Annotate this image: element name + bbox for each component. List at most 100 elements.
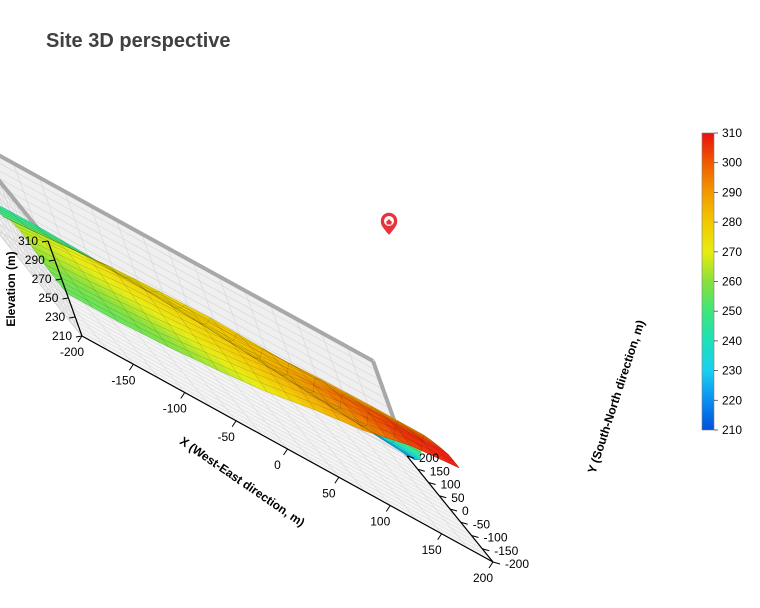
- grid-line: [44, 289, 456, 516]
- z-tick: [55, 278, 62, 281]
- y-tick-label: -50: [473, 517, 491, 531]
- y-tick: [482, 548, 490, 552]
- surface-grid-line: [299, 378, 364, 431]
- y-tick: [439, 495, 447, 499]
- colorbar-tick-label: 260: [722, 275, 742, 289]
- surface-grid-line: [139, 286, 219, 371]
- x-tick-label: 200: [473, 571, 493, 585]
- surface-grid-line: [26, 238, 428, 438]
- x-tick-label: 0: [274, 458, 281, 472]
- grid-line: [0, 186, 387, 400]
- surface-grid-line: [10, 220, 422, 447]
- surface-grid-line: [55, 278, 449, 455]
- x-tick-label: -200: [60, 345, 84, 359]
- grid-line: [38, 282, 451, 510]
- surface-grid-line: [61, 285, 455, 462]
- z-tick: [41, 240, 49, 243]
- grid-line: [33, 276, 445, 503]
- colorbar-tick-label: 310: [722, 126, 742, 140]
- y-tick-label: 0: [462, 504, 469, 518]
- x-tick-label: -100: [163, 402, 187, 416]
- y-tick: [471, 535, 479, 538]
- x-tick: [128, 363, 134, 371]
- surface-grid-line: [272, 363, 340, 421]
- grid-line: [49, 295, 461, 523]
- surface-grid-line: [0, 212, 67, 294]
- grid-line: [0, 178, 384, 390]
- surface-grid-line: [219, 332, 292, 402]
- y-tick: [492, 561, 501, 565]
- surface-grid-line: [66, 293, 460, 469]
- y-tick-label: -200: [505, 557, 529, 571]
- surface-grid-line: [6, 218, 422, 454]
- y-tick: [428, 482, 436, 485]
- surface-grid-line: [9, 211, 93, 308]
- grid-line: [54, 302, 467, 530]
- z-tick: [75, 335, 83, 338]
- z-axis-label: Elevation (m): [4, 251, 18, 326]
- surface-grid-line: [87, 254, 169, 348]
- z-tick-label: 230: [45, 310, 65, 324]
- surface-grid-line: [192, 317, 268, 393]
- x-tick: [488, 561, 494, 569]
- grid-line: [0, 193, 391, 409]
- x-tick-label: 150: [422, 543, 442, 557]
- y-tick-label: -100: [484, 531, 508, 545]
- x-tick: [437, 533, 443, 541]
- chart-title: Site 3D perspective: [46, 30, 231, 52]
- y-tick-label: 100: [441, 478, 461, 492]
- y-tick: [406, 455, 415, 459]
- surface-grid-line: [379, 420, 435, 457]
- grid-line: [0, 163, 377, 371]
- y-tick: [417, 468, 425, 472]
- surface-grid-line: [326, 392, 387, 439]
- surface-grid-line: [37, 255, 436, 445]
- surface-grid-line: [0, 210, 415, 460]
- grid-line: [0, 223, 8, 244]
- grid-line: [0, 234, 83, 337]
- home-pin-icon[interactable]: [379, 211, 399, 238]
- surface-grid-line: [405, 434, 460, 469]
- surface-grid-line: [166, 302, 243, 382]
- colorbar-tick-label: 280: [722, 215, 742, 229]
- surface-grid-line: [61, 239, 144, 335]
- surface-grid-line: [352, 406, 411, 446]
- colorbar: 210 220 230 240 250 260 270 280 290 300 310: [701, 126, 742, 437]
- grid-line: [60, 309, 472, 536]
- x-tick: [334, 476, 340, 484]
- colorbar-tick-label: 300: [722, 156, 742, 170]
- surface-cell: [444, 458, 460, 469]
- surface-grid-line: [245, 347, 315, 410]
- colorbar-tick-label: 270: [722, 245, 742, 259]
- surface-grid-line: [0, 212, 418, 460]
- surface-grid-line: [20, 230, 424, 436]
- grid-line: [0, 218, 73, 308]
- z-tick: [62, 297, 69, 300]
- y-axis-label: Y (South-North direction, m): [585, 318, 648, 475]
- surface-grid-line: [15, 225, 423, 441]
- x-tick-label: 50: [322, 486, 336, 500]
- z-tick: [69, 316, 76, 319]
- surface-grid-line: [113, 270, 194, 359]
- z-tick-label: 270: [32, 272, 52, 286]
- grid-line: [0, 201, 394, 419]
- colorbar-scale: [701, 132, 715, 431]
- x-tick: [385, 505, 391, 512]
- z-tick-label: 250: [38, 291, 58, 305]
- colorbar-tick-label: 230: [722, 364, 742, 378]
- x-tick-label: -50: [217, 430, 235, 444]
- y-tick-label: -150: [494, 544, 518, 558]
- x-tick: [231, 420, 237, 428]
- x-tick-label: 100: [370, 515, 390, 529]
- y-tick: [460, 521, 468, 525]
- surface-grid-line: [31, 246, 432, 441]
- colorbar-tick-label: 240: [722, 334, 742, 348]
- surface-grid-line: [0, 207, 411, 457]
- z-tick-label: 310: [18, 234, 38, 248]
- colorbar-tick-label: 210: [722, 423, 742, 437]
- x-tick: [283, 448, 288, 456]
- y-tick: [449, 508, 458, 512]
- colorbar-tick-label: 290: [722, 185, 742, 199]
- frame-edge: [0, 153, 374, 363]
